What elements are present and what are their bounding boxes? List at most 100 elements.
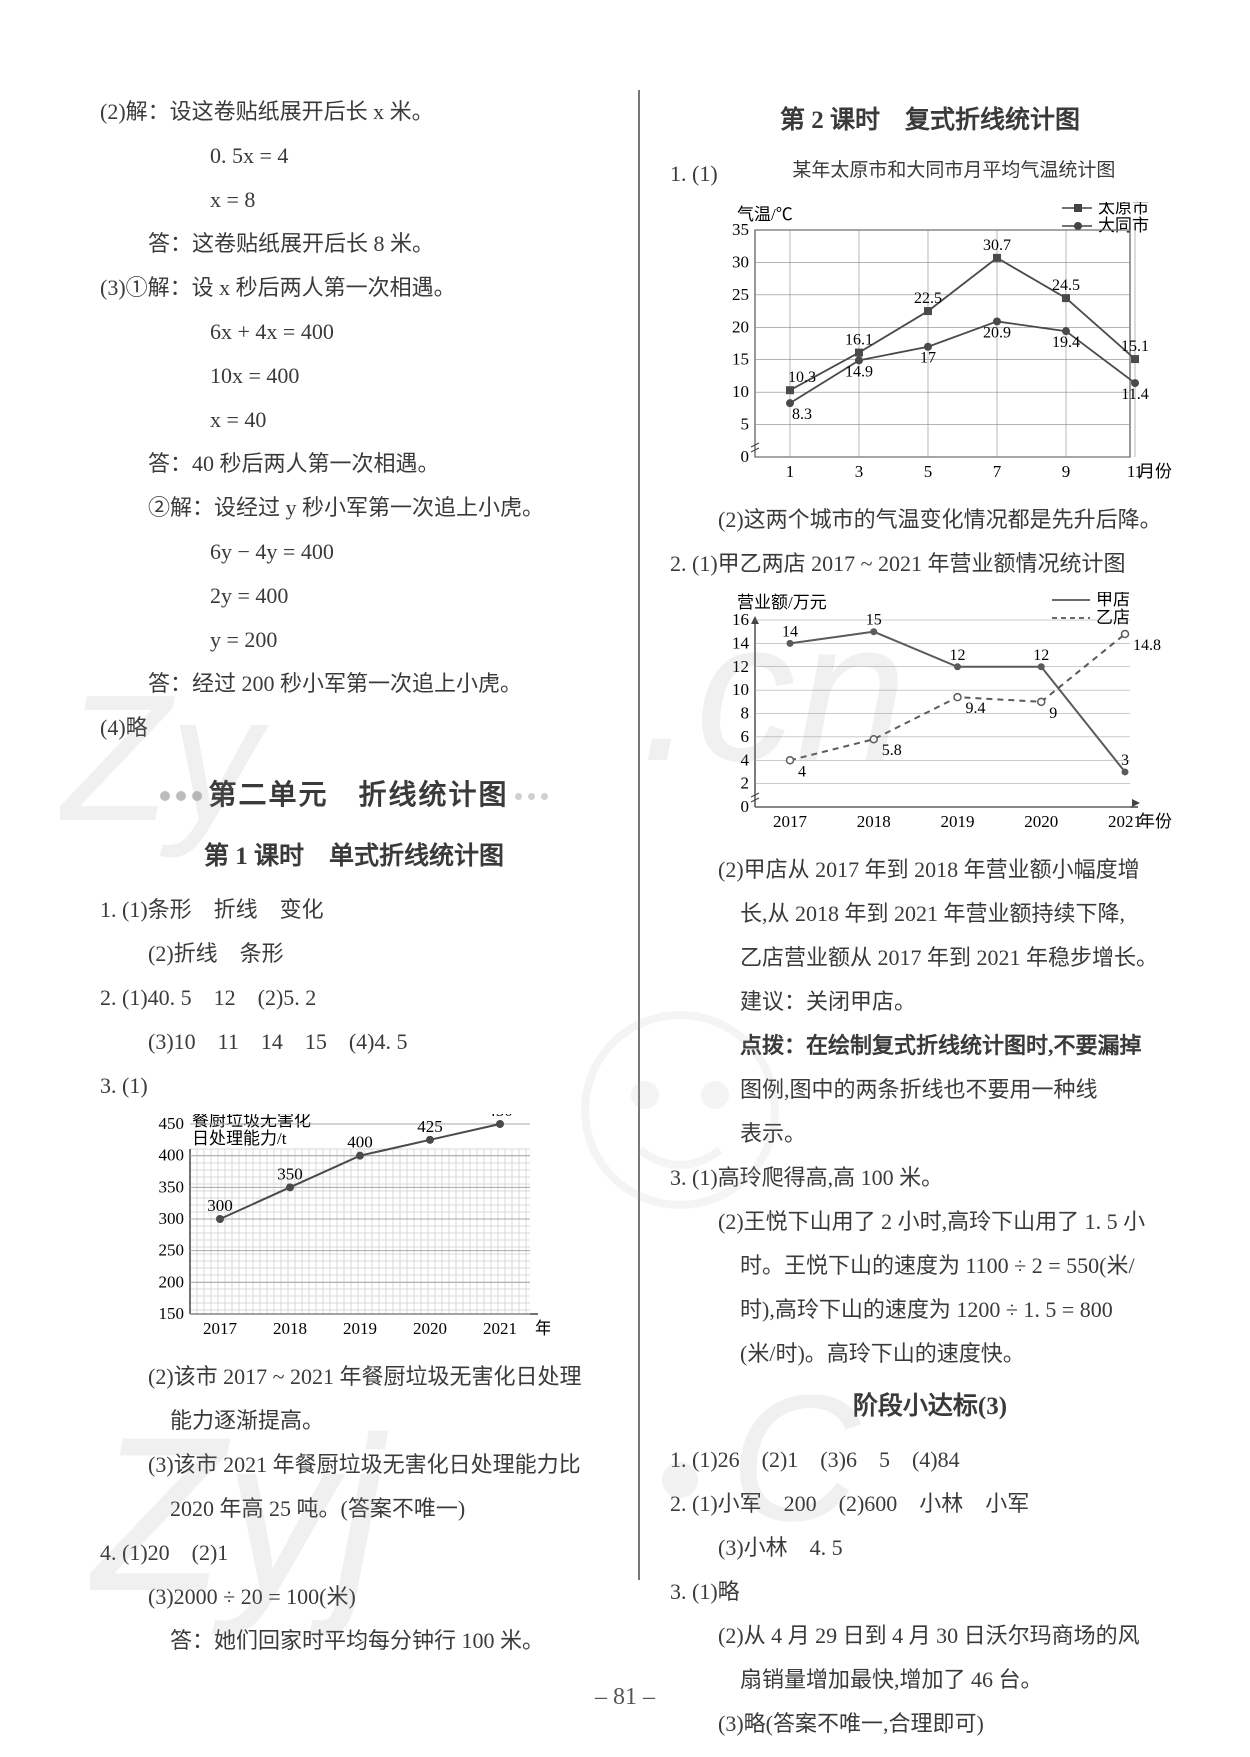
svg-text:16.1: 16.1 <box>845 332 873 349</box>
svg-text:4: 4 <box>798 763 806 780</box>
equation: 6y − 4y = 400 <box>100 530 608 574</box>
page: (2)解：设这卷贴纸展开后长 x 米。 0. 5x = 4 x = 8 答：这卷… <box>0 0 1250 1620</box>
equation: 0. 5x = 4 <box>100 134 608 178</box>
svg-text:11.4: 11.4 <box>1121 386 1148 403</box>
answer: 答：这卷贴纸展开后长 8 米。 <box>100 222 608 266</box>
svg-text:15.1: 15.1 <box>1121 338 1149 355</box>
lesson-title: 第 2 课时 复式折线统计图 <box>670 96 1190 146</box>
text: (3)①解：设 x 秒后两人第一次相遇。 <box>100 266 608 310</box>
svg-text:2020: 2020 <box>1024 812 1058 831</box>
equation: 6x + 4x = 400 <box>100 310 608 354</box>
q1-row: 1. (1) 某年太原市和大同市月平均气温统计图 <box>670 152 1190 196</box>
svg-text:450: 450 <box>487 1114 513 1120</box>
svg-text:425: 425 <box>417 1117 443 1136</box>
svg-text:营业额/万元: 营业额/万元 <box>737 593 827 612</box>
chart-sales: 营业额/万元甲店乙店024681012141620172018201920202… <box>700 592 1190 842</box>
equation: 10x = 400 <box>100 354 608 398</box>
svg-text:2019: 2019 <box>343 1319 377 1338</box>
svg-text:0: 0 <box>741 447 750 466</box>
svg-text:30.7: 30.7 <box>983 237 1011 254</box>
svg-text:3: 3 <box>855 462 864 481</box>
equation: 2y = 400 <box>100 574 608 618</box>
text: 2. (1)甲乙两店 2017 ~ 2021 年营业额情况统计图 <box>670 542 1190 586</box>
svg-text:2019: 2019 <box>941 812 975 831</box>
text: (2)解：设这卷贴纸展开后长 x 米。 <box>100 90 608 134</box>
svg-text:5: 5 <box>741 415 750 434</box>
text: 3. (1)高玲爬得高,高 100 米。 <box>670 1156 1190 1200</box>
svg-text:16: 16 <box>732 610 749 629</box>
svg-text:20: 20 <box>732 317 749 336</box>
text: 1. (1) <box>670 152 718 196</box>
chart-waste: 餐厨垃圾无害化日处理能力/t15020025030035040045020172… <box>130 1114 608 1349</box>
answer: 答：40 秒后两人第一次相遇。 <box>100 442 608 486</box>
svg-text:9: 9 <box>1062 462 1071 481</box>
text: (2)王悦下山用了 2 小时,高玲下山用了 1. 5 小 <box>670 1200 1190 1244</box>
svg-text:乙店: 乙店 <box>1096 608 1130 627</box>
svg-text:350: 350 <box>277 1164 303 1183</box>
text: 时。王悦下山的速度为 1100 ÷ 2 = 550(米/ <box>670 1244 1190 1288</box>
svg-text:20.9: 20.9 <box>983 324 1011 341</box>
svg-text:9: 9 <box>1049 705 1057 722</box>
svg-text:2: 2 <box>741 774 750 793</box>
svg-text:5: 5 <box>924 462 933 481</box>
svg-text:15: 15 <box>732 350 749 369</box>
svg-text:大同市: 大同市 <box>1098 216 1149 235</box>
svg-text:14.8: 14.8 <box>1133 637 1161 654</box>
svg-text:5.8: 5.8 <box>882 742 902 759</box>
unit-title: 第二单元 折线统计图 <box>100 768 608 824</box>
svg-text:25: 25 <box>732 285 749 304</box>
text: (2)从 4 月 29 日到 4 月 30 日沃尔玛商场的风 <box>670 1614 1190 1658</box>
svg-text:24.5: 24.5 <box>1052 277 1080 294</box>
answer: 答：她们回家时平均每分钟行 100 米。 <box>100 1619 608 1663</box>
svg-text:餐厨垃圾无害化: 餐厨垃圾无害化 <box>192 1114 311 1130</box>
text: 1. (1)26 (2)1 (3)6 5 (4)84 <box>670 1438 1190 1482</box>
text: 长,从 2018 年到 2021 年营业额持续下降, <box>670 892 1190 936</box>
svg-text:2017: 2017 <box>203 1319 238 1338</box>
svg-text:300: 300 <box>159 1209 185 1228</box>
text: 1. (1)条形 折线 变化 <box>100 888 608 932</box>
svg-text:1: 1 <box>786 462 795 481</box>
text: (4)略 <box>100 706 608 750</box>
text: 3. (1)略 <box>670 1570 1190 1614</box>
svg-text:14: 14 <box>782 623 798 640</box>
svg-text:12: 12 <box>1033 647 1049 664</box>
svg-text:300: 300 <box>207 1196 233 1215</box>
text: (3)小林 4. 5 <box>670 1526 1190 1570</box>
hint: 表示。 <box>670 1112 1190 1156</box>
text: 4. (1)20 (2)1 <box>100 1531 608 1575</box>
svg-text:450: 450 <box>159 1114 185 1133</box>
text: 2. (1)40. 5 12 (2)5. 2 <box>100 976 608 1020</box>
svg-text:14: 14 <box>732 633 750 652</box>
svg-text:2021: 2021 <box>1108 812 1142 831</box>
svg-text:2018: 2018 <box>273 1319 307 1338</box>
svg-text:10: 10 <box>732 382 749 401</box>
svg-text:0: 0 <box>741 797 750 816</box>
svg-text:4: 4 <box>741 750 750 769</box>
svg-text:7: 7 <box>993 462 1002 481</box>
text: ②解：设经过 y 秒小军第一次追上小虎。 <box>100 486 608 530</box>
text: 3. (1) <box>100 1064 608 1108</box>
answer: 答：经过 200 秒小军第一次追上小虎。 <box>100 662 608 706</box>
text: (2)甲店从 2017 年到 2018 年营业额小幅度增 <box>670 848 1190 892</box>
stage-title: 阶段小达标(3) <box>670 1382 1190 1432</box>
text: (2)折线 条形 <box>100 932 608 976</box>
hint: 点拨：在绘制复式折线统计图时,不要漏掉 <box>670 1024 1190 1068</box>
svg-text:400: 400 <box>159 1146 185 1165</box>
unit-title-text: 第二单元 折线统计图 <box>208 768 508 824</box>
text: 能力逐渐提高。 <box>100 1399 608 1443</box>
svg-text:年份: 年份 <box>1138 812 1172 831</box>
svg-text:12: 12 <box>732 657 749 676</box>
lesson-title: 第 1 课时 单式折线统计图 <box>100 832 608 882</box>
text: (3)10 11 14 15 (4)4. 5 <box>100 1020 608 1064</box>
right-column: 第 2 课时 复式折线统计图 1. (1) 某年太原市和大同市月平均气温统计图 … <box>645 90 1190 1580</box>
hint: 图例,图中的两条折线也不要用一种线 <box>670 1068 1190 1112</box>
svg-text:8.3: 8.3 <box>792 406 812 423</box>
svg-text:8: 8 <box>741 704 750 723</box>
svg-text:2021: 2021 <box>483 1319 517 1338</box>
svg-text:月份: 月份 <box>1138 462 1172 481</box>
text: (3)2000 ÷ 20 = 100(米) <box>100 1575 608 1619</box>
text: 建议：关闭甲店。 <box>670 980 1190 1024</box>
text: 2020 年高 25 吨。(答案不唯一) <box>100 1487 608 1531</box>
svg-text:太原市: 太原市 <box>1098 202 1149 217</box>
svg-text:15: 15 <box>866 612 882 629</box>
